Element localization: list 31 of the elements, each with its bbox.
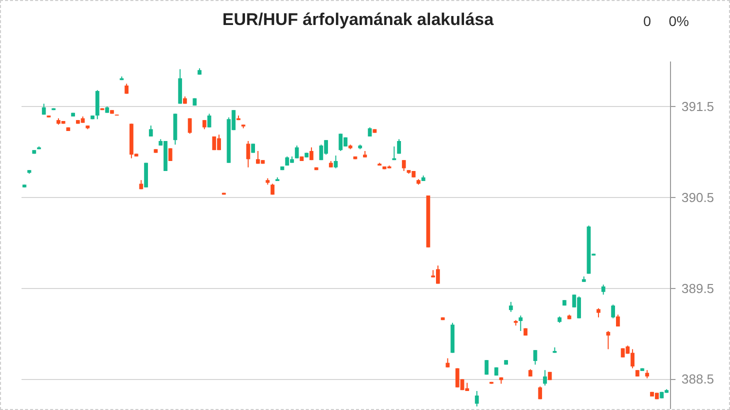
candlestick xyxy=(533,350,538,366)
chart-title: EUR/HUF árfolyamának alakulása xyxy=(222,10,494,29)
candlestick xyxy=(596,308,600,318)
candlestick xyxy=(202,120,206,130)
y-tick-label: 391.5 xyxy=(682,98,714,114)
candlestick xyxy=(508,301,513,312)
y-tick-label: 388.5 xyxy=(682,372,714,387)
candlestick xyxy=(310,146,314,161)
candlestick xyxy=(611,304,616,319)
candlestick xyxy=(484,360,489,376)
candlestick xyxy=(616,314,620,327)
candlestick xyxy=(446,358,450,368)
candlestick xyxy=(543,370,547,386)
text: 0% xyxy=(668,13,689,29)
candlestick xyxy=(518,315,523,332)
candlestick xyxy=(474,390,479,407)
candlestick xyxy=(538,386,542,400)
candlestick xyxy=(207,113,212,128)
candlestick xyxy=(148,125,153,137)
candlestick xyxy=(188,118,192,134)
candlestick xyxy=(334,155,338,169)
candlestick xyxy=(601,284,606,296)
y-tick-label: 389.5 xyxy=(682,280,714,296)
text: 0 xyxy=(643,13,651,29)
candlestick xyxy=(294,145,299,159)
candlestick xyxy=(368,126,372,137)
y-tick-label: 390.5 xyxy=(682,190,714,205)
candlestick xyxy=(402,160,406,172)
candlestick xyxy=(251,143,256,154)
candlestick xyxy=(246,140,250,168)
candlestick xyxy=(397,138,401,154)
